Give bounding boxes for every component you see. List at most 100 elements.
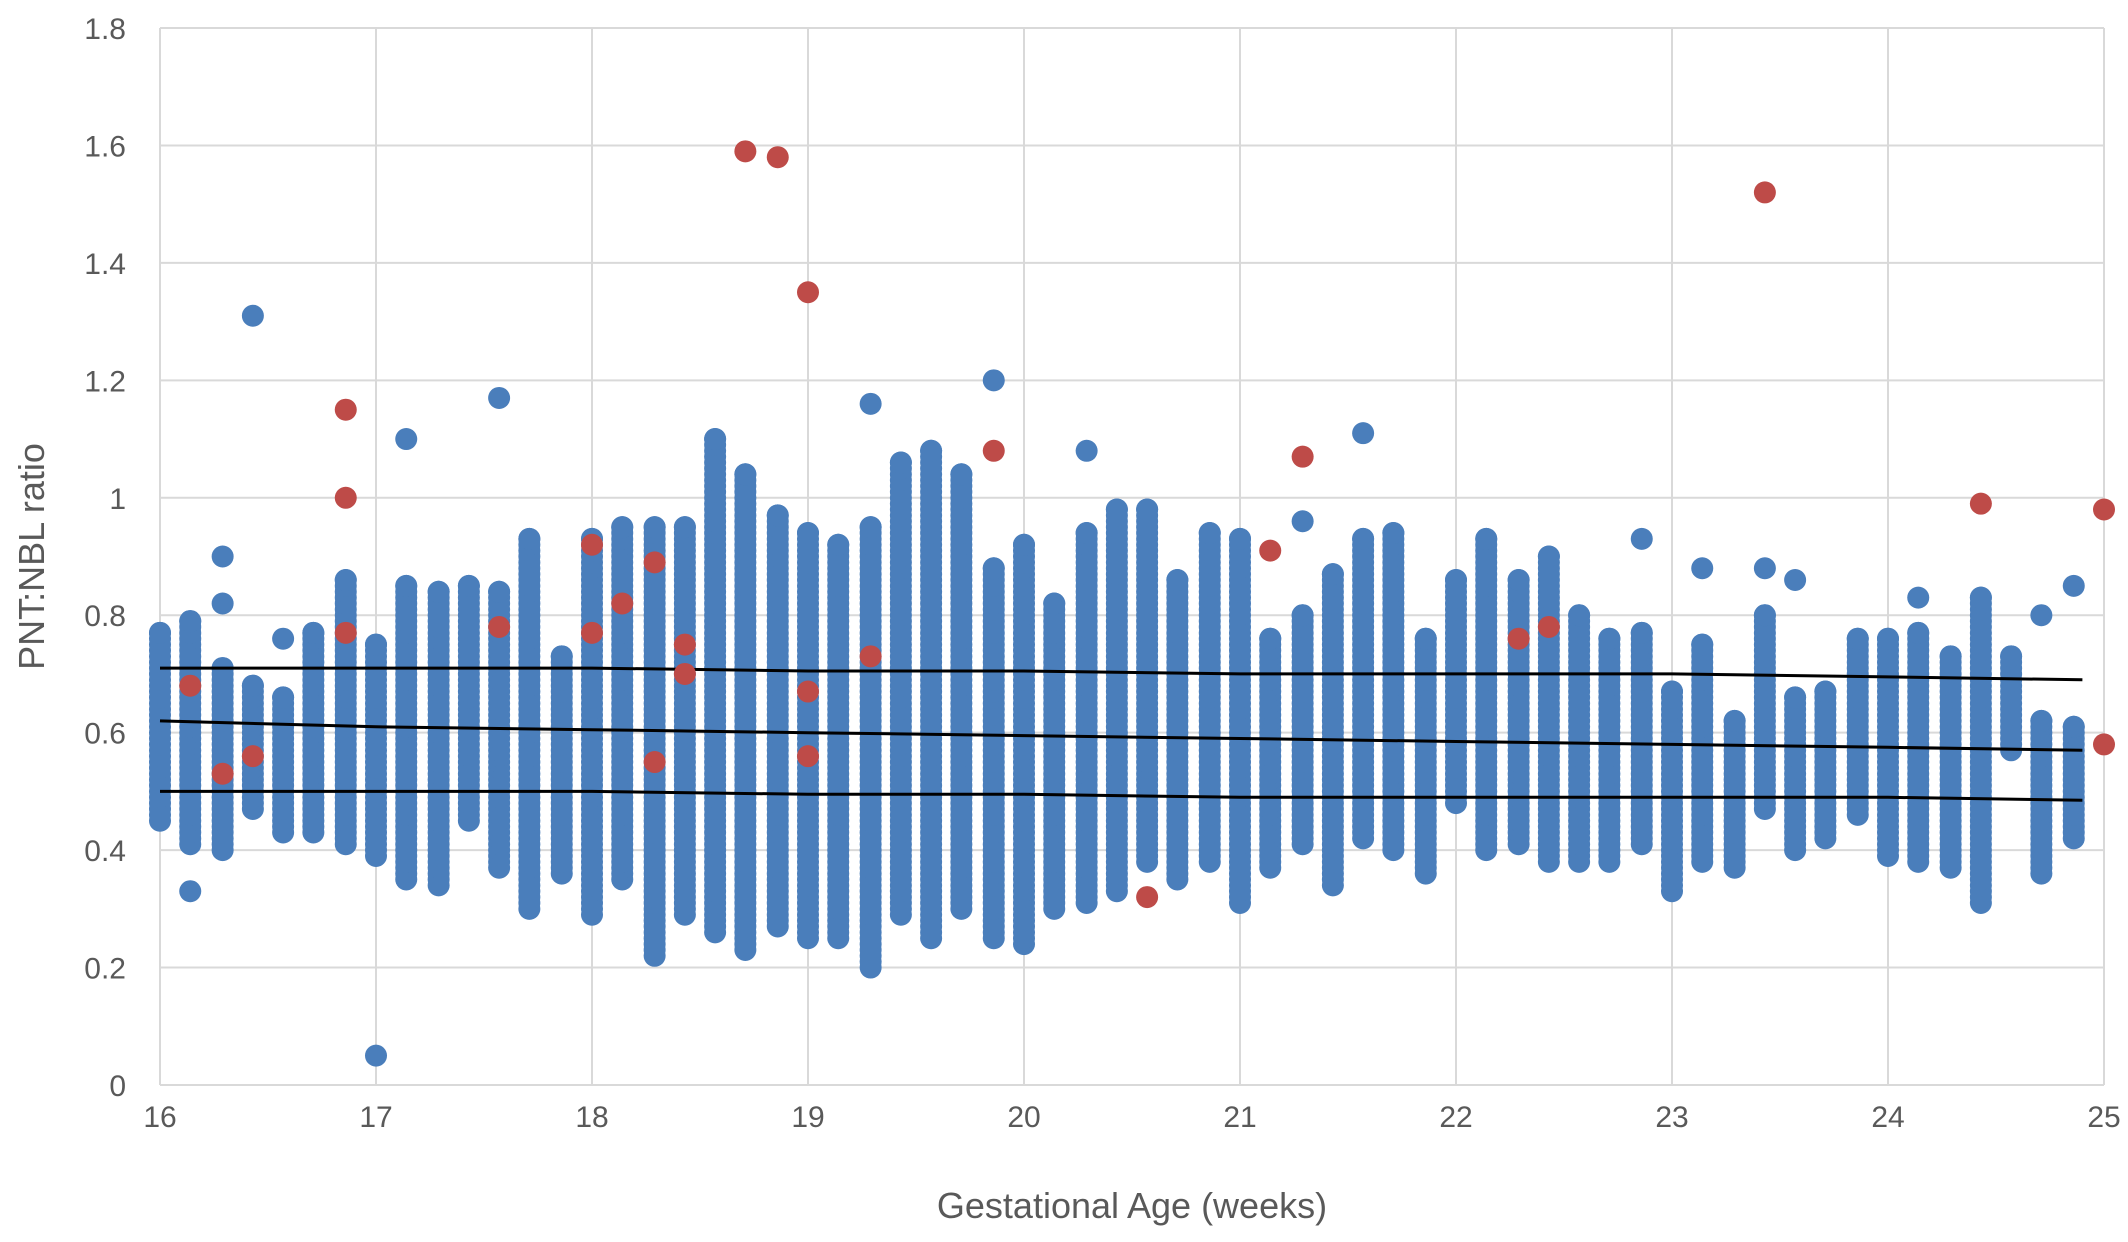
x-tick-label: 22 [1439,1101,1472,1134]
data-point-normal [889,451,912,474]
data-point-normal [611,516,634,539]
data-point-normal [1537,545,1560,568]
data-point-affected [797,680,819,703]
data-point-normal [1291,604,1314,627]
data-point-normal [1753,557,1776,580]
data-point-affected [643,551,666,574]
data-point-normal [1598,627,1621,650]
y-tick-label: 1.4 [84,248,126,281]
data-point-affected [766,146,789,169]
reference-line [160,789,2083,802]
data-point-normal [2062,715,2085,738]
data-point-normal [1382,522,1405,545]
data-point-normal [1939,645,1962,668]
y-tick-label: 0.4 [84,835,126,868]
data-point-normal [1630,621,1653,644]
data-point-normal [272,627,295,650]
data-point-affected [1507,627,1530,650]
data-point-normal [1198,522,1221,545]
data-point-affected [611,592,634,615]
data-point-normal [365,633,387,656]
data-point-normal [2000,645,2023,668]
y-tick-label: 0.6 [84,718,126,751]
data-point-affected [581,533,603,556]
data-point-normal [859,392,882,415]
x-tick-label: 25 [2087,1101,2120,1134]
y-tick-label: 1.8 [84,13,126,46]
y-tick-label: 0.8 [84,600,126,633]
data-point-normal [518,527,541,550]
data-point-normal [2030,709,2053,732]
data-point-normal [179,610,202,633]
data-point-affected [581,621,603,644]
data-point-affected [1259,539,1282,562]
data-point-affected [1969,492,1992,515]
x-tick-label: 21 [1223,1101,1256,1134]
data-point-normal [1414,627,1437,650]
data-point-affected [2093,733,2115,756]
reference-line [160,666,2083,682]
data-point-normal [1075,439,1098,462]
data-point-normal [1166,568,1189,591]
y-axis-title: PNT:NBL ratio [11,443,52,670]
data-point-normal [1814,680,1837,703]
data-point-affected [797,745,819,768]
data-point-normal [1723,709,1746,732]
data-point-normal [704,428,727,451]
data-point-affected [673,662,696,685]
data-point-normal [2062,574,2085,597]
x-tick-label: 24 [1871,1101,1904,1134]
data-point-affected [334,621,357,644]
grid-layer [159,27,2105,1086]
data-point-normal [395,428,418,451]
y-tick-label: 0.2 [84,953,126,986]
affected-points [179,140,2115,909]
data-point-normal [1784,686,1807,709]
y-tick-label: 1.6 [84,130,126,163]
data-point-affected [334,486,357,509]
data-point-affected [1537,615,1560,638]
data-point-normal [950,463,973,486]
data-point-normal [859,516,882,539]
data-point-normal [179,880,202,903]
data-point-normal [1907,621,1930,644]
data-point-normal [1352,422,1375,445]
data-point-normal [1691,633,1714,656]
x-tick-label: 18 [575,1101,608,1134]
data-point-normal [1136,498,1159,521]
data-point-affected [488,615,511,638]
data-point-affected [241,745,264,768]
data-point-normal [643,516,666,539]
reference-lines [159,666,2083,802]
data-point-normal [1445,568,1467,591]
data-point-normal [241,674,264,697]
data-point-normal [1075,522,1098,545]
data-point-normal [395,574,418,597]
data-point-normal [457,574,480,597]
data-point-normal [1877,627,1899,650]
data-point-normal [1630,527,1653,550]
data-point-normal [1259,627,1282,650]
data-point-affected [859,645,882,668]
data-point-normal [302,621,325,644]
data-point-normal [1475,527,1498,550]
tick-labels: 16 17 18 19 20 21 22 23 24 25 0 0.2 0.4 0.6 0.8 1 1.2 1.4… [84,13,2120,1134]
data-point-normal [1229,527,1251,550]
data-point-normal [1321,563,1344,586]
data-point-normal [797,522,819,545]
data-point-normal [734,463,757,486]
data-point-normal [365,1044,387,1067]
y-tick-label: 0 [109,1070,126,1103]
data-point-normal [1753,604,1776,627]
data-point-normal [1568,604,1591,627]
data-point-normal [334,568,357,591]
data-point-normal [1784,568,1807,591]
data-point-normal [1043,592,1066,615]
data-point-normal [272,686,295,709]
data-point-normal [1969,586,1992,609]
data-point-normal [1691,557,1714,580]
data-point-normal [766,504,789,527]
data-point-normal [1661,680,1683,703]
